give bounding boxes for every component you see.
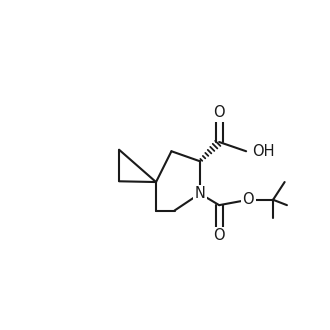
Text: N: N [194,186,205,201]
Text: O: O [214,105,225,120]
Text: OH: OH [252,144,275,159]
Text: O: O [243,192,254,207]
Text: O: O [214,228,225,244]
